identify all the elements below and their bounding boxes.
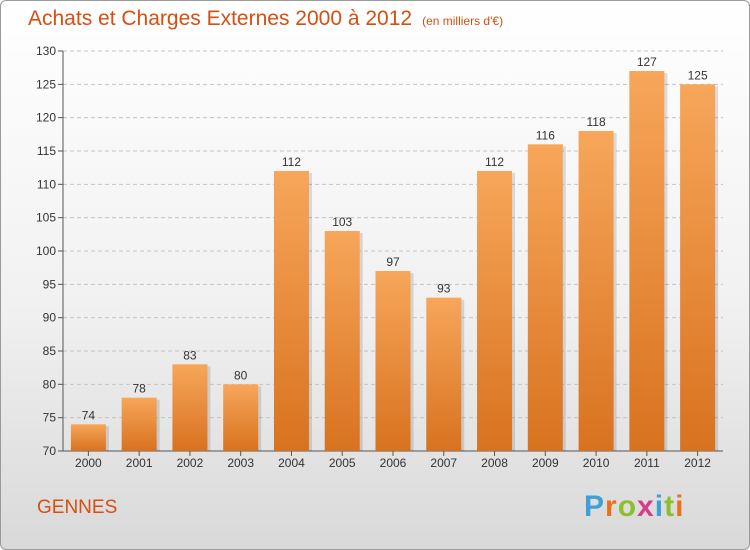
- bar: [477, 171, 513, 451]
- logo-letter: i: [675, 490, 685, 523]
- x-tick-label: 2003: [227, 456, 254, 470]
- y-tick-label: 95: [43, 277, 57, 291]
- x-tick-label: 2010: [583, 456, 610, 470]
- bar: [70, 424, 106, 451]
- bar: [426, 297, 462, 451]
- town-name: GENNES: [37, 497, 118, 518]
- data-label: 127: [637, 55, 657, 69]
- data-label: 93: [437, 282, 451, 296]
- data-label: 118: [587, 115, 606, 129]
- y-tick-label: 85: [43, 344, 57, 358]
- y-tick-label: 120: [36, 111, 56, 125]
- chart-title: Achats et Charges Externes 2000 à 2012 (e…: [28, 7, 503, 31]
- logo-letter: r: [605, 490, 618, 523]
- data-label: 78: [132, 382, 146, 396]
- x-tick-label: 2000: [75, 456, 102, 470]
- y-tick-label: 100: [36, 244, 56, 258]
- data-label: 112: [282, 155, 301, 169]
- y-tick-label: 70: [43, 444, 57, 458]
- logo-letter: o: [617, 490, 638, 523]
- x-tick-label: 2005: [329, 456, 356, 470]
- logo-letter: i: [654, 490, 665, 523]
- y-tick-label: 90: [43, 311, 57, 325]
- data-label: 80: [234, 368, 248, 382]
- y-tick-label: 130: [36, 44, 56, 58]
- y-tick-label: 75: [43, 411, 57, 425]
- title-text: Achats et Charges Externes 2000 à 2012: [28, 7, 413, 30]
- x-tick-label: 2007: [430, 456, 457, 470]
- logo-letter: P: [584, 490, 606, 523]
- data-label: 103: [332, 215, 352, 229]
- y-tick-label: 115: [37, 144, 56, 158]
- x-tick-label: 2002: [177, 456, 204, 470]
- data-label: 83: [183, 348, 197, 362]
- data-label: 116: [536, 128, 555, 142]
- y-tick-label: 80: [43, 377, 57, 391]
- data-label: 125: [688, 68, 708, 82]
- x-tick-label: 2001: [126, 456, 153, 470]
- logo-letter: x: [637, 490, 655, 523]
- bar: [375, 271, 411, 451]
- bar: [121, 397, 157, 451]
- bar: [629, 71, 665, 451]
- bar: [578, 131, 614, 451]
- bars: [70, 71, 719, 452]
- bar: [680, 84, 716, 451]
- logo-letter: t: [664, 490, 676, 523]
- x-tick-label: 2004: [278, 456, 305, 470]
- bar: [324, 231, 360, 451]
- x-tick-label: 2008: [481, 456, 508, 470]
- bar: [527, 144, 563, 452]
- bar: [172, 364, 208, 451]
- x-tick-label: 2009: [532, 456, 559, 470]
- axes: 70 75 80 85 90 95 100 105 110 115 120 125 130 2000 200…: [36, 44, 723, 470]
- y-tick-label: 110: [37, 177, 56, 191]
- proxiti-logo: Proxiti: [584, 490, 684, 524]
- bar: [273, 171, 309, 451]
- data-label: 97: [386, 255, 400, 269]
- x-tick-label: 2006: [380, 456, 407, 470]
- bar: [223, 384, 259, 451]
- x-tick-label: 2011: [634, 456, 660, 470]
- data-label: 112: [485, 155, 504, 169]
- x-tick-label: 2012: [684, 456, 711, 470]
- data-label: 74: [82, 408, 96, 422]
- data-labels: 74 78 83 80 112 103 97 93 112 116 118 127 125: [82, 55, 708, 422]
- chart-subtitle: (en milliers d'€): [422, 14, 504, 28]
- y-tick-label: 105: [36, 211, 56, 225]
- y-tick-label: 125: [36, 77, 56, 91]
